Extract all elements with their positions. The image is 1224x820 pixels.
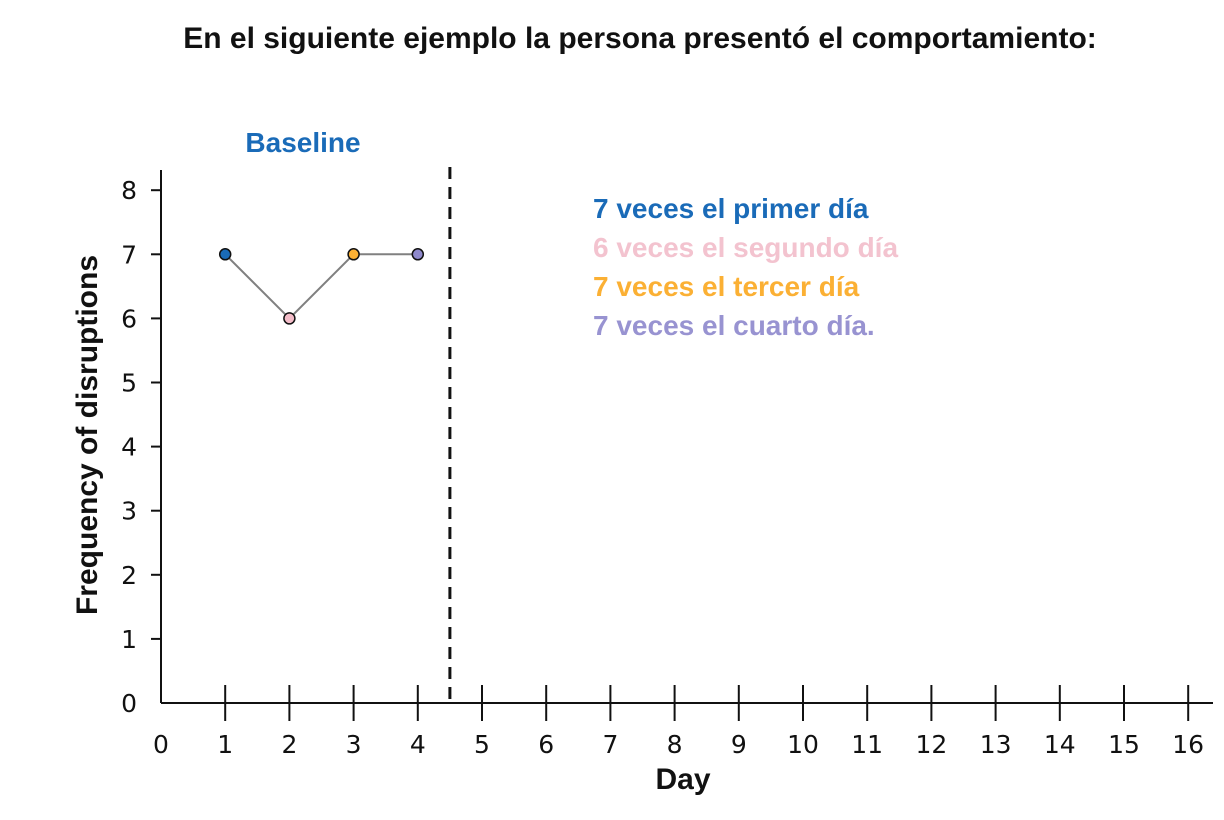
x-tick-label: 13 [980,730,1012,759]
y-tick-label: 6 [121,304,137,333]
x-axis-label: Day [655,763,710,796]
x-tick-label: 9 [731,730,747,759]
y-tick-label: 3 [121,497,137,526]
annotation-text: 7 veces el cuarto día. [593,310,875,341]
x-tick-label: 10 [787,730,819,759]
y-tick-label: 7 [121,240,137,269]
y-tick-label: 8 [121,176,137,205]
annotation-text: 7 veces el tercer día [593,271,860,302]
data-point [283,312,296,325]
y-tick-label: 2 [121,561,137,590]
series-line [224,253,418,320]
data-marks [218,248,425,325]
x-tick-label: 12 [915,730,947,759]
phase-label-baseline: Baseline [245,127,360,158]
x-tick-label: 3 [346,730,362,759]
y-axis-label: Frequency of disruptions [71,255,104,615]
x-tick-label: 2 [281,730,297,759]
x-tick-label: 8 [667,730,683,759]
x-tick-label: 0 [153,730,169,759]
annotation-text: 6 veces el segundo día [593,232,898,263]
annotation-text: 7 veces el primer día [593,193,869,224]
x-tick-label: 1 [217,730,233,759]
x-tick-label: 15 [1108,730,1140,759]
data-point [347,248,360,261]
data-point [411,248,425,261]
x-tick-label: 6 [538,730,554,759]
x-tick-label: 5 [474,730,490,759]
x-tick-label: 4 [410,730,426,759]
chart-title: En el siguiente ejemplo la persona prese… [183,22,1097,55]
x-tick-label: 14 [1044,730,1076,759]
x-tick-label: 16 [1172,730,1204,759]
y-tick-label: 0 [121,689,137,718]
data-point [218,248,232,261]
y-tick-label: 4 [121,433,137,462]
x-tick-label: 11 [851,730,883,759]
x-tick-label: 7 [602,730,618,759]
annotations: 7 veces el primer día 6 veces el segundo … [593,193,898,341]
y-tick-label: 1 [121,625,137,654]
y-tick-label: 5 [121,369,137,398]
